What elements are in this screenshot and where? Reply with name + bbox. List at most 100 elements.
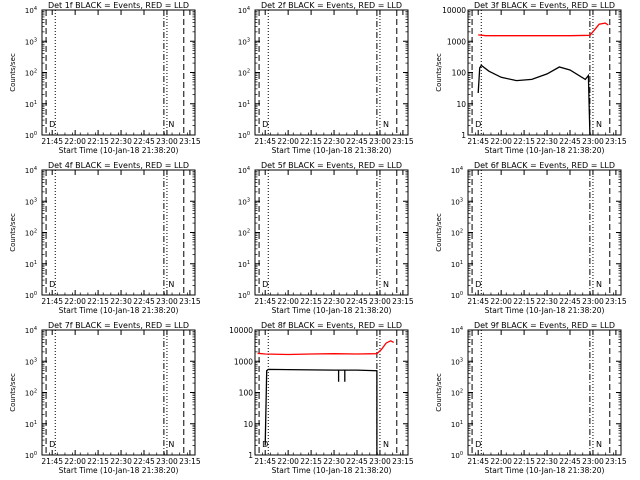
y-tick-label: 1	[461, 131, 466, 140]
annotation-marker: D	[49, 440, 55, 449]
y-tick-label: 102	[451, 389, 463, 398]
x-tick-label: 23:15	[179, 457, 201, 466]
annotation-marker: D	[262, 120, 268, 129]
panel-det-1: Det 1f BLACK = Events, RED = LLD 100 101 10…	[9, 1, 201, 155]
x-tick-label: 22:30	[323, 457, 345, 466]
chart-title: Det 5f BLACK = Events, RED = LLD	[261, 161, 402, 170]
y-tick-label: 103	[451, 197, 463, 206]
y-tick-label: 101	[238, 260, 250, 269]
chart-title: Det 2f BLACK = Events, RED = LLD	[261, 1, 402, 10]
x-tick-label: 23:15	[605, 137, 627, 146]
x-tick-label: 23:00	[582, 137, 604, 146]
x-tick-label: 21:45	[467, 297, 489, 306]
x-tick-label: 22:00	[277, 137, 299, 146]
x-axis-label: Start Time (10-Jan-18 21:38:20)	[272, 466, 392, 475]
y-tick-label: 10	[243, 420, 253, 429]
x-axis-label: Start Time (10-Jan-18 21:38:20)	[485, 306, 605, 315]
x-tick-label: 21:45	[254, 137, 276, 146]
x-tick-label: 22:30	[110, 297, 132, 306]
x-tick-label: 22:45	[346, 457, 368, 466]
y-tick-label: 1	[248, 451, 253, 460]
annotation-marker: D	[262, 280, 268, 289]
y-tick-label: 104	[25, 166, 37, 175]
lld-series-line	[478, 22, 609, 37]
y-tick-label: 10000	[229, 326, 253, 335]
x-tick-label: 22:00	[277, 297, 299, 306]
y-axis-label: Counts/sec	[435, 53, 443, 92]
x-tick-label: 21:45	[467, 457, 489, 466]
x-tick-label: 22:15	[87, 297, 109, 306]
annotation-marker: D	[475, 120, 481, 129]
y-tick-label: 100	[451, 451, 463, 460]
x-tick-label: 23:00	[369, 457, 391, 466]
x-tick-label: 23:15	[392, 457, 414, 466]
chart-title: Det 3f BLACK = Events, RED = LLD	[474, 1, 615, 10]
x-tick-label: 23:15	[605, 297, 627, 306]
x-tick-label: 23:15	[392, 137, 414, 146]
annotation-marker: N	[596, 120, 602, 129]
y-tick-label: 104	[25, 6, 37, 15]
y-tick-label: 103	[25, 197, 37, 206]
y-tick-label: 103	[238, 37, 250, 46]
y-tick-label: 101	[25, 100, 37, 109]
y-tick-label: 104	[451, 326, 463, 335]
x-tick-label: 22:30	[323, 297, 345, 306]
panel-det-4: Det 4f BLACK = Events, RED = LLD 100 101 10…	[9, 161, 201, 315]
x-tick-label: 22:15	[513, 297, 535, 306]
x-tick-label: 22:45	[133, 297, 155, 306]
x-tick-label: 23:00	[156, 137, 178, 146]
x-axis-label: Start Time (10-Jan-18 21:38:20)	[59, 146, 179, 155]
y-tick-label: 102	[25, 69, 37, 78]
annotation-marker: D	[475, 440, 481, 449]
y-tick-label: 102	[25, 389, 37, 398]
x-axis-label: Start Time (10-Jan-18 21:38:20)	[272, 306, 392, 315]
y-tick-label: 104	[25, 326, 37, 335]
annotation-marker: N	[383, 120, 389, 129]
annotation-marker: N	[596, 280, 602, 289]
y-tick-label: 101	[451, 420, 463, 429]
x-tick-label: 22:00	[490, 457, 512, 466]
y-axis-label: Counts/sec	[9, 373, 17, 412]
annotation-marker: D	[49, 120, 55, 129]
chart-title: Det 1f BLACK = Events, RED = LLD	[48, 1, 189, 10]
x-tick-label: 22:15	[300, 457, 322, 466]
annotation-marker: N	[168, 440, 174, 449]
y-tick-label: 103	[451, 357, 463, 366]
x-tick-label: 22:30	[323, 137, 345, 146]
x-tick-label: 22:00	[490, 137, 512, 146]
panel-det-7: Det 7f BLACK = Events, RED = LLD 100 101 10…	[9, 321, 201, 475]
y-tick-label: 101	[25, 260, 37, 269]
x-tick-label: 22:15	[300, 297, 322, 306]
x-tick-label: 21:45	[467, 137, 489, 146]
y-tick-label: 103	[25, 37, 37, 46]
x-tick-label: 22:45	[133, 137, 155, 146]
y-tick-label: 101	[451, 260, 463, 269]
x-tick-label: 22:45	[559, 457, 581, 466]
annotation-marker: N	[383, 440, 389, 449]
x-tick-label: 23:00	[156, 297, 178, 306]
x-tick-label: 23:15	[179, 137, 201, 146]
x-tick-label: 22:30	[536, 457, 558, 466]
x-tick-label: 22:45	[346, 137, 368, 146]
x-tick-label: 22:00	[490, 297, 512, 306]
annotation-marker: N	[168, 120, 174, 129]
panel-det-3: Det 3f BLACK = Events, RED = LLD 1 10 100 10…	[435, 1, 627, 155]
y-tick-label: 100	[238, 291, 250, 300]
x-tick-label: 22:45	[559, 297, 581, 306]
x-axis-label: Start Time (10-Jan-18 21:38:20)	[272, 146, 392, 155]
y-tick-label: 10	[456, 100, 466, 109]
chart-title: Det 6f BLACK = Events, RED = LLD	[474, 161, 615, 170]
x-tick-label: 21:45	[254, 297, 276, 306]
y-axis-label: Counts/sec	[9, 213, 17, 252]
y-tick-label: 100	[25, 131, 37, 140]
x-axis-label: Start Time (10-Jan-18 21:38:20)	[59, 306, 179, 315]
x-tick-label: 22:00	[277, 457, 299, 466]
y-tick-label: 102	[451, 229, 463, 238]
y-tick-label: 102	[238, 69, 250, 78]
annotation-marker: N	[596, 440, 602, 449]
x-tick-label: 22:30	[110, 137, 132, 146]
y-tick-label: 101	[238, 100, 250, 109]
x-tick-label: 23:00	[369, 137, 391, 146]
y-tick-label: 1000	[234, 357, 253, 366]
